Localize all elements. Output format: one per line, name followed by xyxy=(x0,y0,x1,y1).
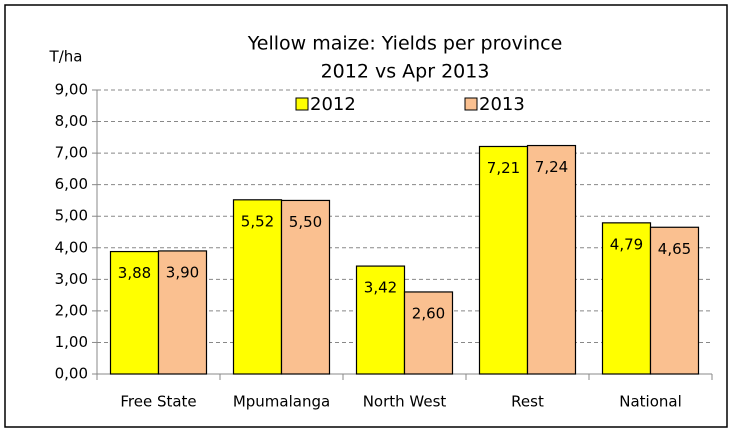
legend-label: 2013 xyxy=(479,94,525,115)
y-axis-label: T/ha xyxy=(49,48,83,66)
y-tick-label: 3,00 xyxy=(55,270,88,288)
bar xyxy=(478,145,529,375)
bar xyxy=(355,265,406,375)
bar xyxy=(157,250,208,375)
chart-title: Yellow maize: Yields per province xyxy=(247,33,563,55)
value-label: 3,90 xyxy=(166,263,199,281)
y-tick-label: 8,00 xyxy=(55,112,88,130)
value-label: 2,60 xyxy=(412,304,445,322)
x-tick-label: Mpumalanga xyxy=(233,393,330,411)
bar xyxy=(649,226,700,375)
legend-swatch xyxy=(295,97,309,111)
x-tick-label: Rest xyxy=(511,393,544,411)
bar xyxy=(280,199,331,375)
y-tick-label: 9,00 xyxy=(55,81,88,99)
legend-swatch xyxy=(464,97,478,111)
value-label: 3,88 xyxy=(118,264,151,282)
y-tick-label: 4,00 xyxy=(55,238,88,256)
value-label: 7,21 xyxy=(487,159,520,177)
value-label: 4,79 xyxy=(610,235,643,253)
value-label: 3,42 xyxy=(364,279,397,297)
bar xyxy=(526,144,577,375)
y-tick-label: 1,00 xyxy=(55,333,88,351)
value-label: 4,65 xyxy=(658,240,691,258)
chart-subtitle: 2012 vs Apr 2013 xyxy=(321,61,490,83)
value-label: 7,24 xyxy=(535,158,568,176)
bar xyxy=(232,199,283,375)
x-tick-label: Free State xyxy=(120,393,196,411)
bar xyxy=(601,222,652,375)
x-tick-label: North West xyxy=(363,393,447,411)
value-label: 5,50 xyxy=(289,213,322,231)
bar xyxy=(403,291,454,375)
y-tick-label: 0,00 xyxy=(55,365,88,383)
y-tick-label: 6,00 xyxy=(55,175,88,193)
y-tick-label: 5,00 xyxy=(55,207,88,225)
legend-label: 2012 xyxy=(310,94,356,115)
value-label: 5,52 xyxy=(241,212,274,230)
x-tick-label: National xyxy=(619,393,682,411)
y-tick-label: 7,00 xyxy=(55,144,88,162)
y-tick-label: 2,00 xyxy=(55,301,88,319)
